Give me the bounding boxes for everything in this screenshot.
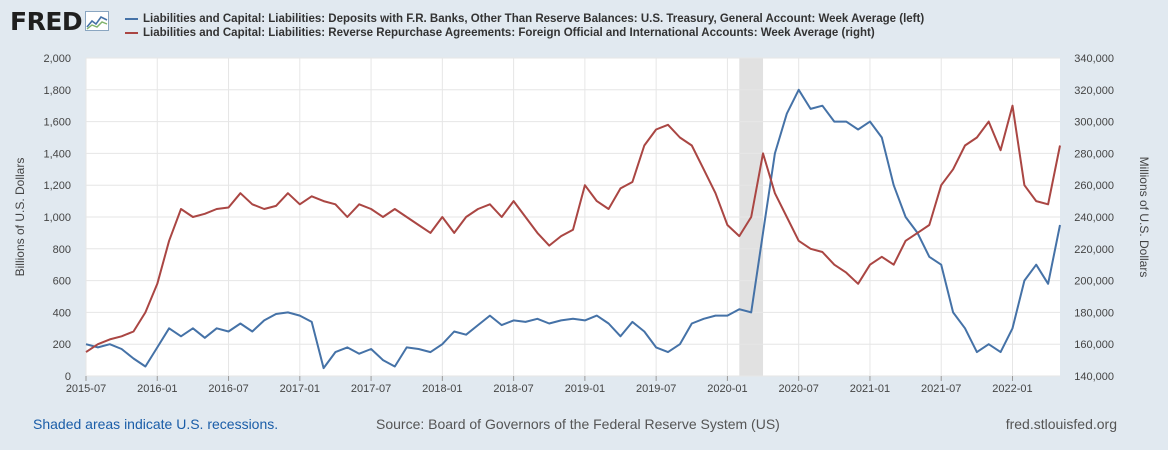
y-tick-label-right: 320,000 — [1074, 85, 1114, 97]
y-tick-label-right: 300,000 — [1074, 117, 1114, 129]
x-tick-label: 2018-01 — [422, 383, 462, 395]
chart-footer: Shaded areas indicate U.S. recessions. S… — [0, 416, 1168, 436]
y-tick-label-right: 160,000 — [1074, 339, 1114, 351]
chart-header: FRED Liabilities and Capital: Liabilitie… — [0, 0, 1168, 50]
y-tick-label-right: 220,000 — [1074, 244, 1114, 256]
line-chart: 0 200 400 600 800 1,000 1,200 1,400 1,600 1,800 2,… — [13, 53, 1151, 395]
x-tick-label: 2019-07 — [636, 383, 676, 395]
legend-item-treasury-account[interactable]: Liabilities and Capital: Liabilities: De… — [125, 12, 924, 26]
x-tick-label: 2021-07 — [921, 383, 961, 395]
fred-logo[interactable]: FRED — [10, 6, 110, 36]
x-tick-label: 2018-07 — [493, 383, 533, 395]
x-tick-label: 2020-07 — [778, 383, 818, 395]
y-tick-label-right: 280,000 — [1074, 148, 1114, 160]
x-tick-label: 2016-01 — [137, 383, 177, 395]
chart-legend: Liabilities and Capital: Liabilities: De… — [125, 12, 924, 40]
y-tick-label-right: 260,000 — [1074, 180, 1114, 192]
x-tick-label: 2016-07 — [208, 383, 248, 395]
x-tick-label: 2017-07 — [351, 383, 391, 395]
series-line-reverse-repo — [85, 104, 1061, 353]
fred-logo-text: FRED — [10, 6, 83, 36]
y-tick-label-left: 600 — [53, 276, 71, 288]
y-axis-title-right: Millions of U.S. Dollars — [1137, 157, 1151, 278]
x-tick-label: 2019-01 — [565, 383, 605, 395]
x-tick-label: 2021-01 — [850, 383, 890, 395]
series-line-treasury-account — [85, 88, 1061, 370]
x-tick-label: 2022-01 — [992, 383, 1032, 395]
legend-label: Liabilities and Capital: Liabilities: Re… — [143, 27, 875, 39]
y-tick-label-left: 400 — [53, 307, 71, 319]
y-tick-label-left: 200 — [53, 339, 71, 351]
y-tick-label-left: 2,000 — [43, 53, 71, 65]
legend-item-reverse-repo[interactable]: Liabilities and Capital: Liabilities: Re… — [125, 26, 924, 40]
site-link[interactable]: fred.stlouisfed.org — [1005, 416, 1117, 432]
x-tick-label: 2015-07 — [66, 383, 106, 395]
source-text: Source: Board of Governors of the Federa… — [376, 416, 780, 432]
legend-swatch-blue — [125, 18, 138, 20]
legend-swatch-red — [125, 32, 138, 34]
y-tick-label-left: 1,800 — [43, 85, 71, 97]
y-tick-label-left: 0 — [65, 371, 71, 383]
y-tick-label-right: 200,000 — [1074, 276, 1114, 288]
y-tick-label-left: 1,200 — [43, 180, 71, 192]
y-tick-label-right: 140,000 — [1074, 371, 1114, 383]
y-tick-label-left: 800 — [53, 244, 71, 256]
y-tick-label-right: 180,000 — [1074, 307, 1114, 319]
x-tick-label: 2017-01 — [280, 383, 320, 395]
y-tick-label-left: 1,000 — [43, 212, 71, 224]
y-tick-label-right: 340,000 — [1074, 53, 1114, 65]
line-graph-icon — [85, 11, 110, 31]
legend-label: Liabilities and Capital: Liabilities: De… — [143, 13, 925, 25]
y-tick-label-right: 240,000 — [1074, 212, 1114, 224]
y-tick-label-left: 1,400 — [43, 148, 71, 160]
recession-note-link[interactable]: Shaded areas indicate U.S. recessions. — [33, 416, 279, 432]
y-tick-label-left: 1,600 — [43, 117, 71, 129]
y-axis-title-left: Billions of U.S. Dollars — [13, 158, 27, 277]
x-tick-label: 2020-01 — [707, 383, 747, 395]
